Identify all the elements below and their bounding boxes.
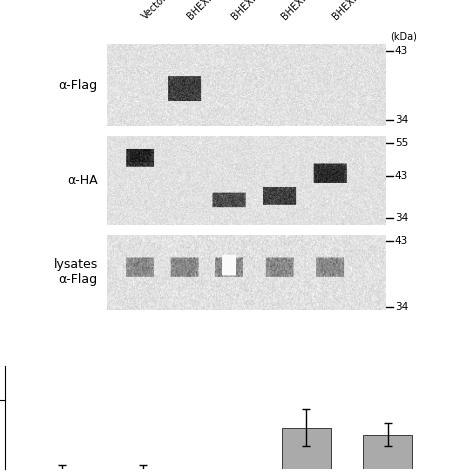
Text: lysates
α-Flag: lysates α-Flag	[54, 258, 98, 286]
Text: 55: 55	[395, 137, 408, 148]
Text: 34: 34	[395, 213, 408, 223]
Text: (kDa): (kDa)	[390, 31, 417, 41]
Text: α-Flag: α-Flag	[58, 79, 98, 91]
Text: 34: 34	[395, 115, 408, 125]
Text: α-HA: α-HA	[67, 174, 98, 187]
Text: 34: 34	[395, 302, 408, 312]
Text: 43: 43	[395, 236, 408, 246]
Bar	[282, 428, 331, 469]
Text: BHEXIM1(104-320): BHEXIM1(104-320)	[229, 0, 302, 22]
Text: BHEXIM1(1-140): BHEXIM1(1-140)	[280, 0, 343, 22]
Text: BHEXIM1: BHEXIM1	[185, 0, 223, 22]
Text: Vector: Vector	[140, 0, 169, 22]
Text: 43: 43	[395, 171, 408, 181]
Text: BHEXIM1Δ(108-146): BHEXIM1Δ(108-146)	[330, 0, 407, 22]
Text: 43: 43	[395, 46, 408, 56]
Bar	[363, 435, 412, 469]
